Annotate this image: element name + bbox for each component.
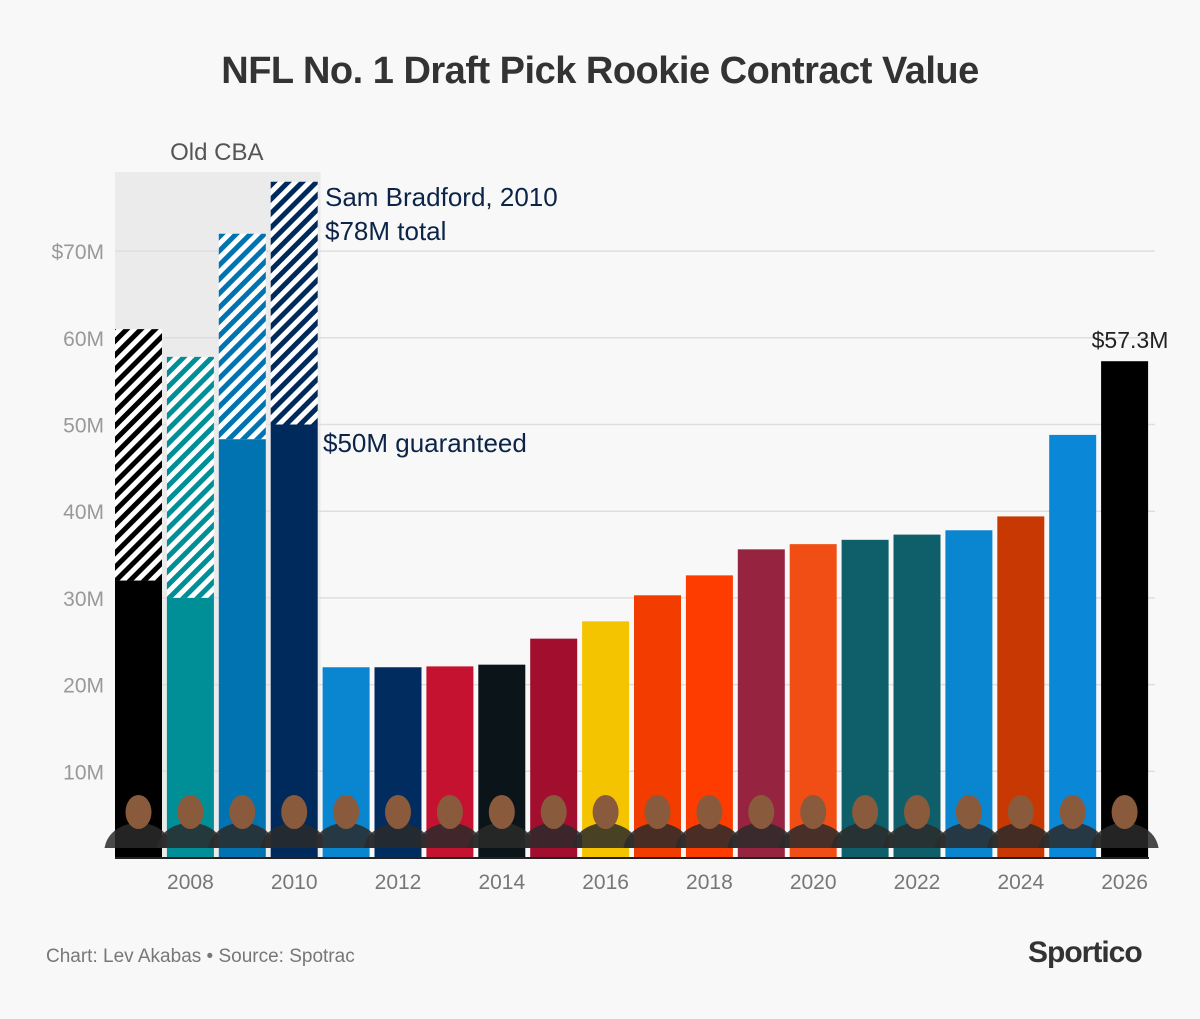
bar-total-non-guaranteed-2009 xyxy=(218,233,266,440)
y-tick-label: 20M xyxy=(63,675,104,698)
x-tick-label: 2022 xyxy=(894,871,941,894)
player-photo-2022 xyxy=(883,795,951,848)
y-tick-label: $70M xyxy=(51,241,104,264)
bar-guaranteed-2009 xyxy=(218,439,266,858)
player-photo-2026 xyxy=(1090,795,1159,848)
x-tick-label: 2010 xyxy=(271,871,318,894)
y-tick-label: 40M xyxy=(63,501,104,524)
player-photo-2012 xyxy=(364,795,432,848)
x-tick-label: 2014 xyxy=(478,871,525,894)
player-photo-2008 xyxy=(156,795,225,848)
player-photo-2015 xyxy=(519,795,588,848)
y-tick-label: 30M xyxy=(63,588,104,611)
bar-total-non-guaranteed-2007 xyxy=(115,329,162,581)
player-photo-2009 xyxy=(208,795,277,848)
player-photo-2023 xyxy=(934,795,1003,848)
x-tick-label: 2016 xyxy=(582,871,629,894)
player-photo-2021 xyxy=(831,795,900,848)
latest-value-label: $57.3M xyxy=(1092,327,1169,353)
player-photo-2019 xyxy=(727,795,796,848)
chart-credit: Chart: Lev Akabas • Source: Spotrac xyxy=(46,946,355,967)
bradford-guaranteed-annotation: $50M guaranteed xyxy=(323,428,527,458)
bar-guaranteed-2025 xyxy=(1049,434,1097,858)
bar-guaranteed-2010 xyxy=(270,424,318,858)
x-tick-label: 2020 xyxy=(790,871,837,894)
x-tick-label: 2008 xyxy=(167,871,214,894)
bradford-annotation-line2: $78M total xyxy=(325,216,446,246)
old-cba-label: Old CBA xyxy=(170,139,263,166)
bar-guaranteed-2026 xyxy=(1101,361,1149,858)
x-tick-label: 2026 xyxy=(1101,871,1148,894)
bar-total-non-guaranteed-2008 xyxy=(166,356,214,598)
player-photo-2013 xyxy=(415,795,484,848)
y-tick-label: 10M xyxy=(63,761,104,784)
player-photo-2011 xyxy=(312,795,381,848)
player-photo-2010 xyxy=(260,795,329,848)
player-photo-2018 xyxy=(675,795,744,848)
sportico-logo: Sportico xyxy=(1028,936,1143,969)
player-photo-2025 xyxy=(1038,795,1107,848)
y-tick-label: 50M xyxy=(63,415,104,438)
x-tick-label: 2018 xyxy=(686,871,733,894)
y-tick-label: 60M xyxy=(63,328,104,351)
player-photo-2017 xyxy=(623,795,692,848)
player-photo-2020 xyxy=(779,795,848,848)
chart-title: NFL No. 1 Draft Pick Rookie Contract Val… xyxy=(221,50,979,92)
player-photo-2024 xyxy=(986,795,1055,848)
x-tick-label: 2012 xyxy=(375,871,422,894)
x-tick-label: 2024 xyxy=(997,871,1044,894)
player-photo-2014 xyxy=(467,795,536,848)
bradford-annotation-line1: Sam Bradford, 2010 xyxy=(325,182,558,212)
player-photo-2016 xyxy=(571,795,640,848)
player-photo-2007 xyxy=(104,795,173,848)
bar-total-non-guaranteed-2010 xyxy=(270,181,318,425)
